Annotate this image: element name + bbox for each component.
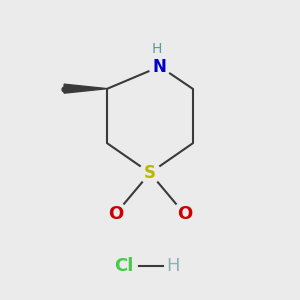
Circle shape (173, 202, 196, 225)
Polygon shape (64, 84, 107, 93)
Text: H: H (166, 257, 180, 275)
Text: O: O (108, 205, 123, 223)
Circle shape (149, 56, 170, 77)
Circle shape (140, 162, 160, 184)
Text: O: O (177, 205, 192, 223)
Text: S: S (144, 164, 156, 182)
Circle shape (104, 202, 127, 225)
Text: H: H (152, 42, 162, 56)
Text: N: N (153, 58, 167, 76)
Text: Cl: Cl (114, 257, 134, 275)
